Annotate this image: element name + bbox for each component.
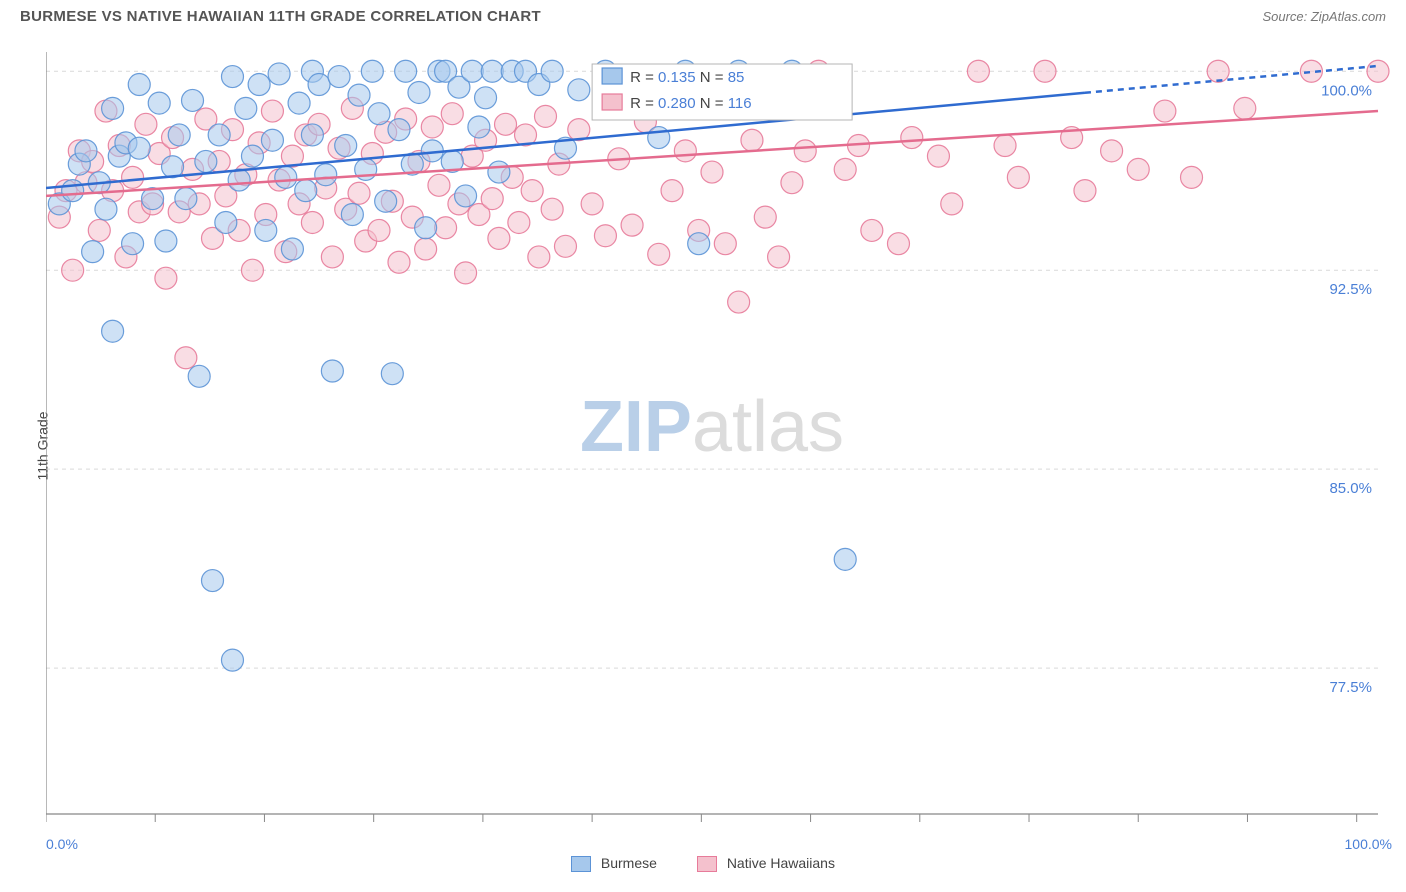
source-attribution: Source: ZipAtlas.com	[1262, 9, 1386, 24]
svg-text:100.0%: 100.0%	[1321, 82, 1372, 99]
svg-text:ZIPatlas: ZIPatlas	[580, 387, 844, 467]
x-axis-min-label: 0.0%	[46, 836, 78, 852]
svg-text:R = 0.280 N = 116: R = 0.280 N = 116	[630, 95, 752, 112]
svg-text:92.5%: 92.5%	[1329, 281, 1372, 298]
chart-area: 77.5% 85.0% 92.5% 100.0% ZIPatlas R = 0.135 N…	[46, 46, 1392, 832]
x-axis-labels: 0.0% 100.0%	[46, 836, 1392, 854]
legend-item-native-hawaiians: Native Hawaiians	[697, 855, 835, 872]
chart-title: BURMESE VS NATIVE HAWAIIAN 11TH GRADE CO…	[20, 8, 541, 25]
legend-swatch-native-hawaiians	[697, 856, 717, 872]
svg-text:77.5%: 77.5%	[1329, 679, 1372, 696]
legend-item-burmese: Burmese	[571, 855, 657, 872]
correlation-scatter-chart: 77.5% 85.0% 92.5% 100.0% ZIPatlas R = 0.135 N…	[46, 46, 1392, 832]
svg-text:85.0%: 85.0%	[1329, 480, 1372, 497]
legend-label-native-hawaiians: Native Hawaiians	[727, 855, 835, 871]
legend-bottom: Burmese Native Hawaiians	[0, 855, 1406, 872]
svg-text:R = 0.135 N = 85: R = 0.135 N = 85	[630, 69, 744, 86]
x-axis-max-label: 100.0%	[1345, 836, 1392, 852]
legend-swatch-burmese	[571, 856, 591, 872]
legend-label-burmese: Burmese	[601, 855, 657, 871]
